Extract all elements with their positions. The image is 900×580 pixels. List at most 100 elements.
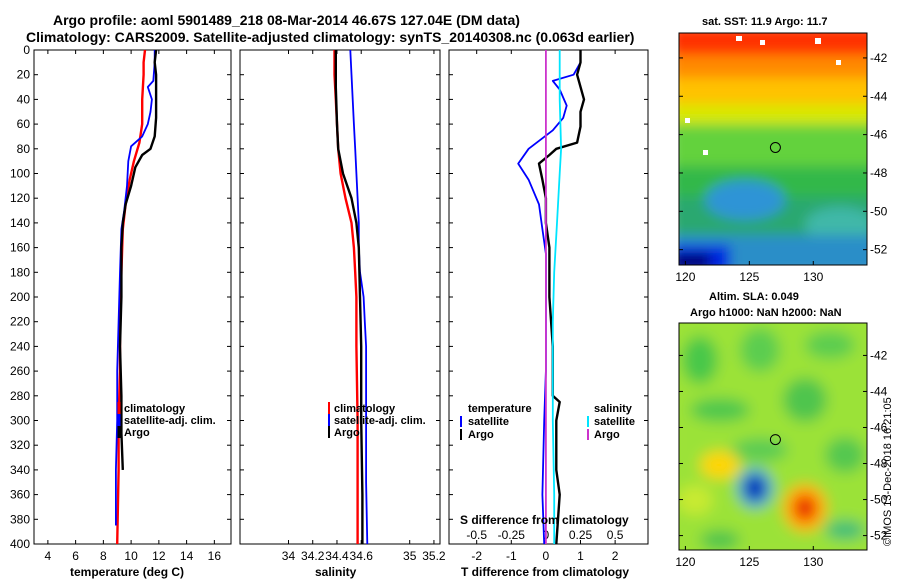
sst-lat-tick-label: -48: [870, 166, 888, 180]
sla-map-title: Altim. SLA: 0.049: [709, 291, 799, 303]
depth-tick-label: 200: [10, 290, 30, 304]
temperature-plot-frame: [33, 49, 232, 545]
depth-tick-label: 60: [17, 117, 31, 131]
difference-legend: temperature satellite Argo salinity sate…: [460, 403, 635, 441]
depth-tick-label: 220: [10, 315, 30, 329]
legend-label-argo: Argo: [124, 427, 150, 439]
difference-xtick-label: -1: [506, 549, 517, 563]
salinity-xtick-label: 35.2: [422, 549, 446, 563]
figure-title-line2: Climatology: CARS2009. Satellite-adjuste…: [26, 29, 634, 45]
sst-lon-tick-label: 125: [739, 270, 759, 284]
sla-lon-tick-label: 120: [675, 555, 695, 569]
imos-stamp: ©IMOS 13-Dec-2018 16:21:05: [882, 397, 894, 546]
legend-title-salinity: salinity: [594, 403, 633, 415]
depth-tick-label: 0: [23, 43, 30, 57]
temperature-xtick-label: 4: [45, 549, 52, 563]
difference-xtick-label: 0: [543, 549, 550, 563]
sla-lat-tick-label: -52: [870, 529, 888, 543]
salinity-plot-frame: [239, 49, 441, 545]
depth-tick-label: 340: [10, 463, 30, 477]
depth-tick-label: 320: [10, 438, 30, 452]
s-difference-tick-label: 0.5: [607, 528, 624, 542]
temperature-series-climatology: [116, 49, 147, 545]
temperature-legend: climatology satellite-adj. clim. Argo: [117, 402, 216, 439]
figure-title-line1: Argo profile: aoml 5901489_218 08-Mar-20…: [53, 12, 520, 28]
salinity-xtick-label: 35: [403, 549, 417, 563]
legend-label-climatology: climatology: [124, 403, 186, 415]
sst-lat-tick-label: -42: [870, 51, 888, 65]
depth-tick-label: 120: [10, 191, 30, 205]
temperature-xlabel: temperature (deg C): [70, 565, 184, 579]
depth-tick-label: 160: [10, 241, 30, 255]
salinity-xtick-label: 34: [282, 549, 296, 563]
depth-tick-label: 80: [17, 142, 31, 156]
difference-xtick-label: -2: [471, 549, 482, 563]
sla-map-subtitle: Argo h1000: NaN h2000: NaN: [690, 307, 842, 319]
temperature-xtick-label: 16: [208, 549, 222, 563]
temperature-xtick-label: 10: [124, 549, 138, 563]
depth-tick-label: 180: [10, 265, 30, 279]
salinity-xtick-label: 34.2: [301, 549, 325, 563]
depth-tick-label: 360: [10, 488, 30, 502]
salinity-xtick-label: 34.4: [325, 549, 349, 563]
sst-lon-tick-label: 130: [803, 270, 823, 284]
sla-map: [679, 323, 867, 550]
sst-map-title: sat. SST: 11.9 Argo: 11.7: [702, 16, 828, 28]
depth-tick-label: 40: [17, 92, 31, 106]
temperature-series-satellite-adj-clim-: [115, 50, 156, 526]
temperature-series-argo: [118, 49, 158, 470]
legend-label-t-argo: Argo: [468, 429, 494, 441]
temperature-xtick-label: 12: [152, 549, 166, 563]
depth-tick-label: 300: [10, 414, 30, 428]
depth-tick-label: 20: [17, 68, 31, 82]
argo-position-marker: [769, 434, 781, 446]
sst-lat-tick-label: -50: [870, 204, 888, 218]
difference-series-s-satellite: [551, 50, 562, 544]
sst-map-ticks: 120 125 130 -42 -44 -46 -48 -50 -52: [675, 51, 887, 284]
temperature-xtick-label: 8: [100, 549, 107, 563]
salinity-series-argo: [334, 50, 364, 544]
difference-xtick-label: 1: [577, 549, 584, 563]
difference-xtick-label: 2: [612, 549, 619, 563]
sla-lat-tick-label: -50: [870, 493, 888, 507]
t-difference-xlabel: T difference from climatology: [461, 565, 629, 579]
axes-ticks: 0204060801001201401601802002202402602803…: [10, 43, 648, 563]
argo-position-marker: [769, 142, 781, 153]
profile-lines: [115, 49, 586, 545]
legend-label-s-satellite: satellite: [594, 416, 635, 428]
s-difference-xlabel: S difference from climatology: [460, 513, 629, 527]
temperature-xtick-label: 14: [180, 549, 194, 563]
sst-lat-tick-label: -44: [870, 89, 888, 103]
temperature-xtick-label: 6: [72, 549, 79, 563]
sst-lat-tick-label: -46: [870, 128, 888, 142]
s-difference-tick-label: -0.25: [498, 528, 526, 542]
depth-tick-label: 380: [10, 512, 30, 526]
sla-lon-tick-label: 125: [739, 555, 759, 569]
depth-tick-label: 260: [10, 364, 30, 378]
s-difference-tick-label: 0.25: [569, 528, 593, 542]
depth-tick-label: 400: [10, 537, 30, 551]
salinity-legend: climatology satellite-adj. clim. Argo: [328, 402, 426, 439]
salinity-xlabel: salinity: [315, 565, 357, 579]
depth-tick-label: 240: [10, 339, 30, 353]
sla-map-ticks: 120 125 130 -42 -44 -46 -48 -50 -52: [675, 348, 887, 569]
legend-label-satellite: satellite-adj. clim.: [124, 415, 216, 427]
depth-tick-label: 100: [10, 167, 30, 181]
legend-label-climatology: climatology: [334, 403, 396, 415]
salinity-xtick-label: 34.6: [350, 549, 374, 563]
s-difference-tick-label: -0.5: [466, 528, 487, 542]
depth-tick-label: 140: [10, 216, 30, 230]
sla-lat-tick-label: -44: [870, 384, 888, 398]
sst-lat-tick-label: -52: [870, 243, 888, 257]
difference-series-t-argo: [537, 50, 586, 545]
sla-lat-tick-label: -42: [870, 348, 888, 362]
sla-lat-tick-label: -46: [870, 420, 888, 434]
sst-map: [679, 33, 867, 265]
sst-lon-tick-label: 120: [675, 270, 695, 284]
legend-label-s-argo: Argo: [594, 429, 620, 441]
sla-lat-tick-label: -48: [870, 457, 888, 471]
legend-label-satellite: satellite-adj. clim.: [334, 415, 426, 427]
legend-title-temperature: temperature: [468, 403, 532, 415]
legend-label-argo: Argo: [334, 427, 360, 439]
